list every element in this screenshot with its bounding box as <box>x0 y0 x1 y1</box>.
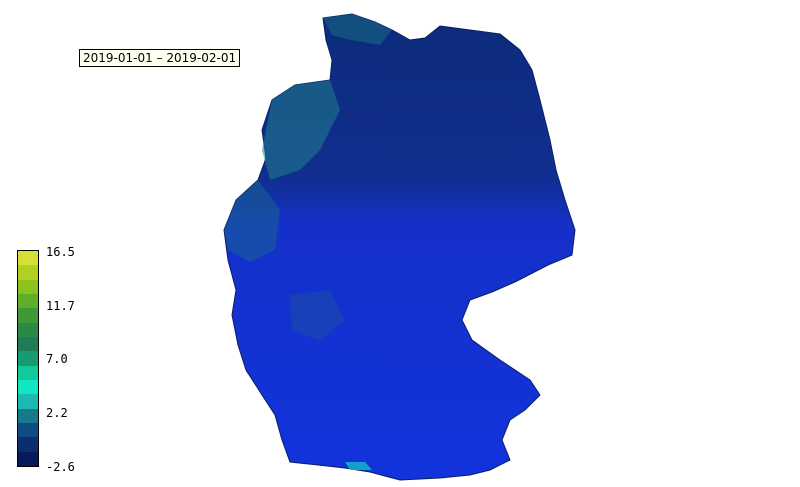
legend-tick-min: -2.6 <box>46 460 75 474</box>
germany-outline <box>223 13 576 481</box>
date-range-label: 2019-01-01 – 2019-02-01 <box>79 49 241 67</box>
legend-color-step <box>18 379 38 395</box>
alpine-edge-tint <box>345 462 372 470</box>
legend-tick-max: 16.5 <box>46 245 75 259</box>
legend-color-step <box>18 394 38 409</box>
legend-color-step <box>18 365 38 380</box>
legend-color-step <box>18 322 38 337</box>
mid-region-tint <box>290 290 345 340</box>
legend-color-step <box>18 351 38 366</box>
legend-color-step <box>18 265 38 280</box>
legend-color-step <box>18 422 38 438</box>
west-region-tint <box>224 180 280 262</box>
legend-color-step <box>18 437 38 452</box>
legend-color-step <box>18 251 38 266</box>
north-coast-tint <box>323 14 392 45</box>
legend-color-step <box>18 451 38 466</box>
legend-color-step <box>18 279 38 294</box>
legend-tick-2: 11.7 <box>46 299 75 313</box>
colorbar-legend <box>17 250 39 467</box>
north-sea-coast-tint <box>262 80 340 180</box>
legend-tick-4: 2.2 <box>46 406 68 420</box>
legend-color-step <box>18 293 38 309</box>
legend-color-step <box>18 408 38 423</box>
legend-color-step <box>18 308 38 323</box>
legend-tick-3: 7.0 <box>46 352 68 366</box>
legend-color-step <box>18 336 38 352</box>
